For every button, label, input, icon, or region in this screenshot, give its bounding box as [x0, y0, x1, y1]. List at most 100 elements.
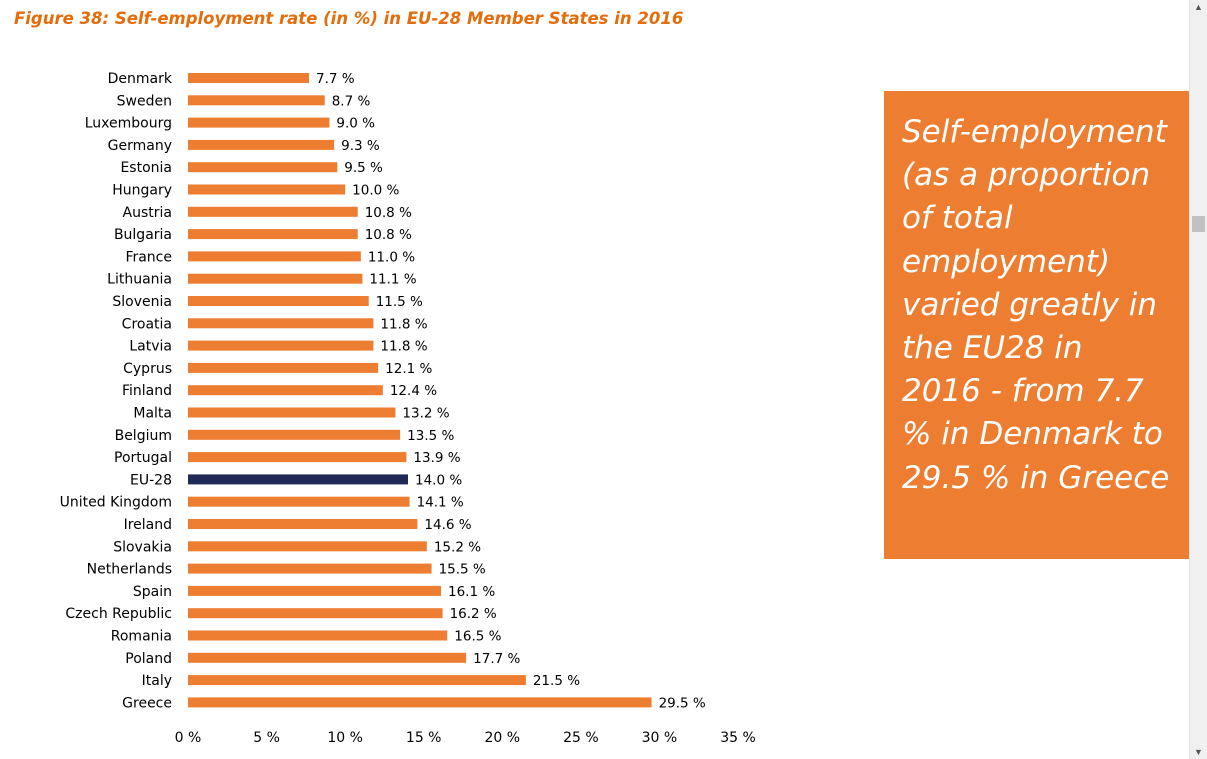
bar: [188, 541, 427, 552]
data-label: 14.1 %: [417, 495, 464, 511]
x-tick-label: 35 %: [720, 730, 756, 746]
x-tick-label: 0 %: [175, 730, 202, 746]
category-label: Germany: [108, 138, 172, 154]
data-label: 11.5 %: [376, 294, 423, 310]
category-label: Slovakia: [113, 539, 172, 555]
data-label: 13.5 %: [407, 428, 454, 444]
category-label: Spain: [133, 584, 172, 600]
data-label: 10.8 %: [365, 205, 412, 221]
category-label: Portugal: [114, 450, 172, 466]
category-label: Cyprus: [123, 361, 172, 377]
bar: [188, 697, 652, 708]
category-label: Poland: [125, 651, 172, 667]
category-label: United Kingdom: [60, 495, 172, 511]
category-label: Estonia: [120, 160, 172, 176]
bar: [188, 206, 358, 217]
category-label: Sweden: [117, 93, 172, 109]
data-label: 10.8 %: [365, 227, 412, 243]
data-label: 9.3 %: [341, 138, 380, 154]
chevron-up-icon[interactable]: ▲: [1194, 2, 1203, 12]
data-label: 13.2 %: [402, 406, 449, 422]
bar: [188, 73, 309, 83]
category-label: Italy: [142, 673, 172, 689]
bar: [188, 318, 374, 329]
bar: [188, 229, 358, 240]
data-label: 13.9 %: [413, 450, 460, 466]
data-label: 11.8 %: [380, 339, 427, 355]
bar: [188, 608, 443, 619]
category-label: Malta: [133, 406, 172, 422]
bar: [188, 273, 363, 284]
category-label: Lithuania: [107, 272, 172, 288]
x-tick-label: 15 %: [406, 730, 442, 746]
data-label: 11.0 %: [368, 249, 415, 265]
category-label: EU-28: [130, 472, 172, 488]
category-label: Latvia: [129, 339, 172, 355]
bar: [188, 496, 410, 507]
data-label: 11.8 %: [380, 316, 427, 332]
bar: [188, 407, 396, 418]
category-label: Hungary: [112, 183, 172, 199]
bar: [188, 585, 441, 596]
bar: [188, 563, 432, 574]
category-label: Luxembourg: [85, 116, 172, 132]
category-label: Belgium: [115, 428, 172, 444]
bar: [188, 630, 448, 641]
callout-text: Self-employment (as a proportion of tota…: [902, 114, 1170, 496]
bar: [188, 95, 325, 106]
data-label: 15.2 %: [434, 539, 481, 555]
callout-box: Self-employment (as a proportion of tota…: [884, 91, 1189, 559]
data-label: 12.4 %: [390, 383, 437, 399]
vertical-scrollbar[interactable]: ▲ ▼: [1189, 0, 1207, 759]
data-label: 10.0 %: [352, 183, 399, 199]
data-label: 16.1 %: [448, 584, 495, 600]
category-label: Romania: [111, 629, 172, 645]
data-label: 7.7 %: [316, 71, 355, 87]
category-label: Bulgaria: [114, 227, 172, 243]
bar: [188, 429, 401, 440]
category-label: Ireland: [124, 517, 172, 533]
data-label: 29.5 %: [659, 695, 706, 711]
category-label: Croatia: [122, 316, 172, 332]
data-label: 8.7 %: [332, 93, 371, 109]
category-label: Austria: [123, 205, 172, 221]
data-label: 9.5 %: [344, 160, 383, 176]
bar-chart: Denmark 7.7 % Sweden 8.7 % Luxembourg 9.0 % Ge…: [60, 71, 756, 746]
data-label: 15.5 %: [439, 562, 486, 578]
bar: [188, 139, 335, 150]
data-label: 21.5 %: [533, 673, 580, 689]
x-tick-label: 20 %: [484, 730, 520, 746]
bar: [188, 519, 418, 529]
bar: [188, 362, 379, 373]
x-tick-label: 25 %: [563, 730, 599, 746]
x-tick-label: 10 %: [327, 730, 363, 746]
bar: [188, 251, 361, 262]
bar: [188, 452, 407, 463]
category-label: Czech Republic: [65, 606, 172, 622]
data-label: 11.1 %: [369, 272, 416, 288]
figure-title: Figure 38: Self-employment rate (in %) i…: [14, 9, 684, 28]
bar: [188, 162, 338, 173]
data-label: 16.5 %: [454, 629, 501, 645]
bar: [188, 296, 369, 306]
data-label: 12.1 %: [385, 361, 432, 377]
category-label: France: [125, 249, 172, 265]
bar: [188, 675, 526, 686]
data-label: 14.6 %: [424, 517, 471, 533]
bar: [188, 184, 346, 195]
bar: [188, 117, 330, 128]
highlight-bar: [188, 474, 408, 485]
data-label: 16.2 %: [450, 606, 497, 622]
data-label: 9.0 %: [336, 116, 375, 132]
bar: [188, 340, 374, 351]
chevron-down-icon[interactable]: ▼: [1194, 747, 1203, 757]
category-label: Finland: [122, 383, 172, 399]
category-label: Netherlands: [87, 562, 172, 578]
scrollbar-thumb[interactable]: [1192, 216, 1205, 232]
data-label: 17.7 %: [473, 651, 520, 667]
x-tick-label: 5 %: [253, 730, 280, 746]
data-label: 14.0 %: [415, 472, 462, 488]
x-tick-label: 30 %: [642, 730, 678, 746]
category-label: Denmark: [108, 71, 173, 87]
category-label: Slovenia: [112, 294, 172, 310]
